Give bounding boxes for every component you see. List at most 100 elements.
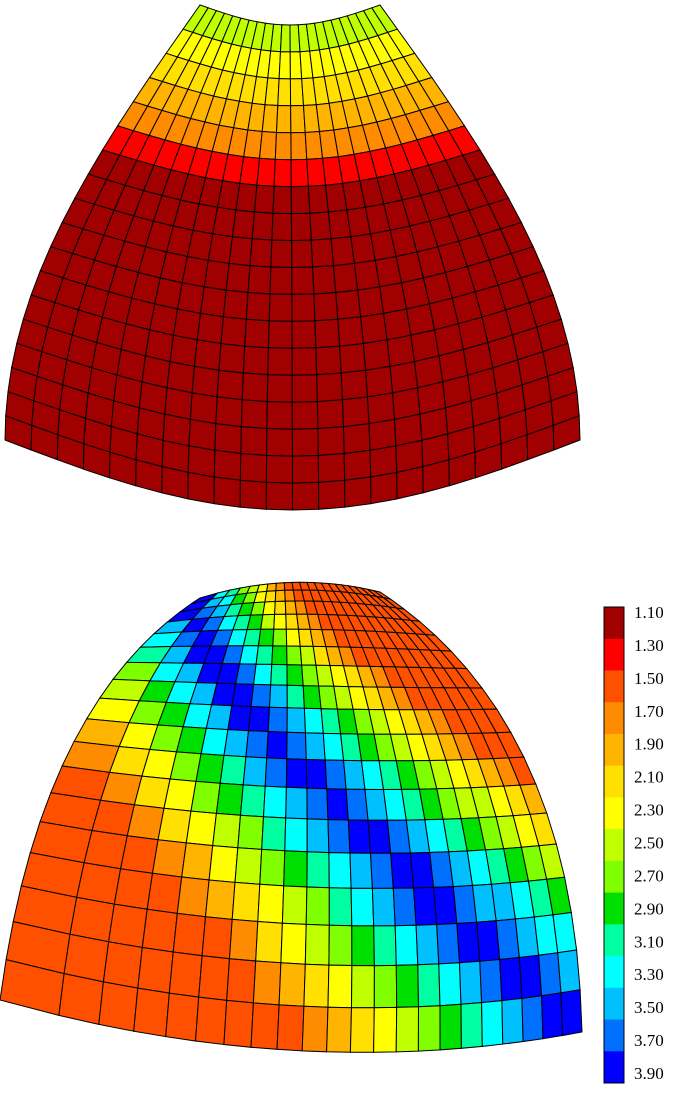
top-mesh-cell xyxy=(317,452,346,483)
bottom-mesh-cell xyxy=(373,964,398,1009)
top-mesh-cell xyxy=(292,481,320,511)
bottom-mesh-cell xyxy=(373,925,397,967)
bottom-mesh-cell xyxy=(285,628,301,647)
bottom-mesh-cell xyxy=(395,964,420,1008)
top-mesh-cell xyxy=(251,211,274,241)
bottom-mesh-cell xyxy=(227,705,252,732)
top-mesh-cell xyxy=(339,342,367,374)
top-mesh-cell xyxy=(307,184,329,214)
top-mesh-cell xyxy=(279,24,291,53)
bottom-mesh-cell xyxy=(460,1002,483,1049)
top-mesh-cell xyxy=(199,286,227,318)
top-mesh-cell xyxy=(222,289,249,320)
top-mesh-cell xyxy=(366,392,396,425)
bottom-mesh-cell xyxy=(286,707,307,734)
bottom-mesh-cell xyxy=(268,684,288,709)
top-mesh-cell xyxy=(213,476,241,508)
bottom-mesh-cell xyxy=(260,613,276,630)
top-mesh-cell xyxy=(267,347,293,376)
colorbar-tick-label: 1.70 xyxy=(634,702,664,721)
bottom-mesh-cell xyxy=(327,964,353,1009)
bottom-mesh-cell xyxy=(133,987,170,1038)
bottom-mesh-cell xyxy=(255,645,274,665)
top-mesh-cell xyxy=(172,308,202,341)
top-mesh-cell xyxy=(335,289,362,320)
bottom-mesh-cell xyxy=(261,816,287,852)
top-mesh-cell xyxy=(267,320,293,349)
bottom-mesh-cell xyxy=(328,924,353,967)
bottom-mesh-cell xyxy=(204,879,236,920)
bottom-mesh-cell xyxy=(305,886,330,926)
top-mesh-cell xyxy=(253,184,275,214)
top-mesh-cell xyxy=(317,426,345,457)
top-mesh-cell xyxy=(313,291,339,322)
top-mesh-cell xyxy=(277,78,292,107)
bottom-mesh-cell xyxy=(255,920,283,964)
colorbar-swatch xyxy=(604,829,624,862)
bottom-mesh-cell xyxy=(157,807,192,844)
bottom-mesh-cell xyxy=(303,963,330,1008)
bottom-mesh-cell xyxy=(234,847,263,885)
top-mesh-cell xyxy=(318,479,346,510)
bottom-mesh-cell xyxy=(306,787,329,821)
bottom-mesh-cell xyxy=(165,992,200,1042)
top-mesh-cell xyxy=(360,312,388,345)
top-mesh-cell xyxy=(370,471,398,505)
top-mesh-cell xyxy=(291,347,318,376)
colorbar-swatch xyxy=(604,956,624,989)
bottom-mesh-cell xyxy=(286,664,304,687)
bottom-contour-mesh xyxy=(0,581,583,1053)
bottom-mesh-cell xyxy=(274,600,287,615)
bottom-mesh-cell xyxy=(201,916,233,960)
bottom-mesh-cell xyxy=(137,946,174,994)
top-mesh-cell xyxy=(291,293,316,322)
colorbar-swatch xyxy=(604,702,624,735)
bottom-mesh-cell xyxy=(265,582,277,592)
bottom-mesh-cell xyxy=(223,729,250,758)
bottom-mesh-cell xyxy=(499,956,523,1002)
bottom-mesh-cell xyxy=(436,922,461,965)
bottom-mesh-cell xyxy=(350,964,375,1009)
top-mesh-cell xyxy=(187,445,216,478)
bottom-mesh-cell xyxy=(286,684,305,709)
top-mesh-cell xyxy=(215,396,243,428)
top-mesh-cell xyxy=(239,452,268,483)
bottom-mesh-cell xyxy=(151,839,187,878)
bottom-mesh-cell xyxy=(501,997,524,1045)
bottom-mesh-cell xyxy=(219,754,247,786)
colorbar-tick-label: 2.90 xyxy=(634,899,664,918)
bottom-mesh-cell xyxy=(247,705,271,733)
top-mesh-cell xyxy=(187,471,215,505)
top-mesh-cell xyxy=(292,454,320,484)
bottom-mesh-cell xyxy=(223,999,254,1048)
bottom-mesh-cell xyxy=(390,852,415,889)
colorbar: 1.10 1.30 1.50 1.70 1.90 2.10 2.30 2.50 2.70 2.90… xyxy=(603,603,664,1084)
bottom-mesh-cell xyxy=(195,753,225,784)
bottom-mesh-cell xyxy=(271,645,288,666)
top-mesh-cell xyxy=(239,479,267,510)
bottom-mesh-cell xyxy=(172,912,207,957)
top-mesh-cell xyxy=(316,399,345,430)
bottom-mesh-cell xyxy=(439,1003,462,1051)
bottom-mesh-cell xyxy=(413,886,438,926)
top-mesh-cell xyxy=(386,334,416,367)
colorbar-swatch xyxy=(604,924,624,957)
top-mesh-cell xyxy=(218,342,246,374)
bottom-mesh-cell xyxy=(367,819,392,854)
top-mesh-cell xyxy=(225,262,251,294)
top-mesh-cell xyxy=(181,255,209,288)
top-mesh-cell xyxy=(383,308,412,341)
top-mesh-cell xyxy=(235,182,258,213)
bottom-mesh-cell xyxy=(301,1005,329,1053)
top-mesh-cell xyxy=(228,236,253,267)
bottom-mesh-cell xyxy=(538,952,562,997)
bottom-mesh-cell xyxy=(190,780,221,814)
bottom-mesh-cell xyxy=(456,921,481,964)
bottom-mesh-cell xyxy=(327,819,351,854)
colorbar-swatch xyxy=(604,607,624,640)
top-mesh-cell xyxy=(189,392,218,425)
bottom-mesh-cell xyxy=(280,922,307,965)
colorbar-tick-label: 2.10 xyxy=(634,768,664,787)
bottom-mesh-cell xyxy=(303,707,324,734)
top-mesh-cell xyxy=(203,259,230,291)
